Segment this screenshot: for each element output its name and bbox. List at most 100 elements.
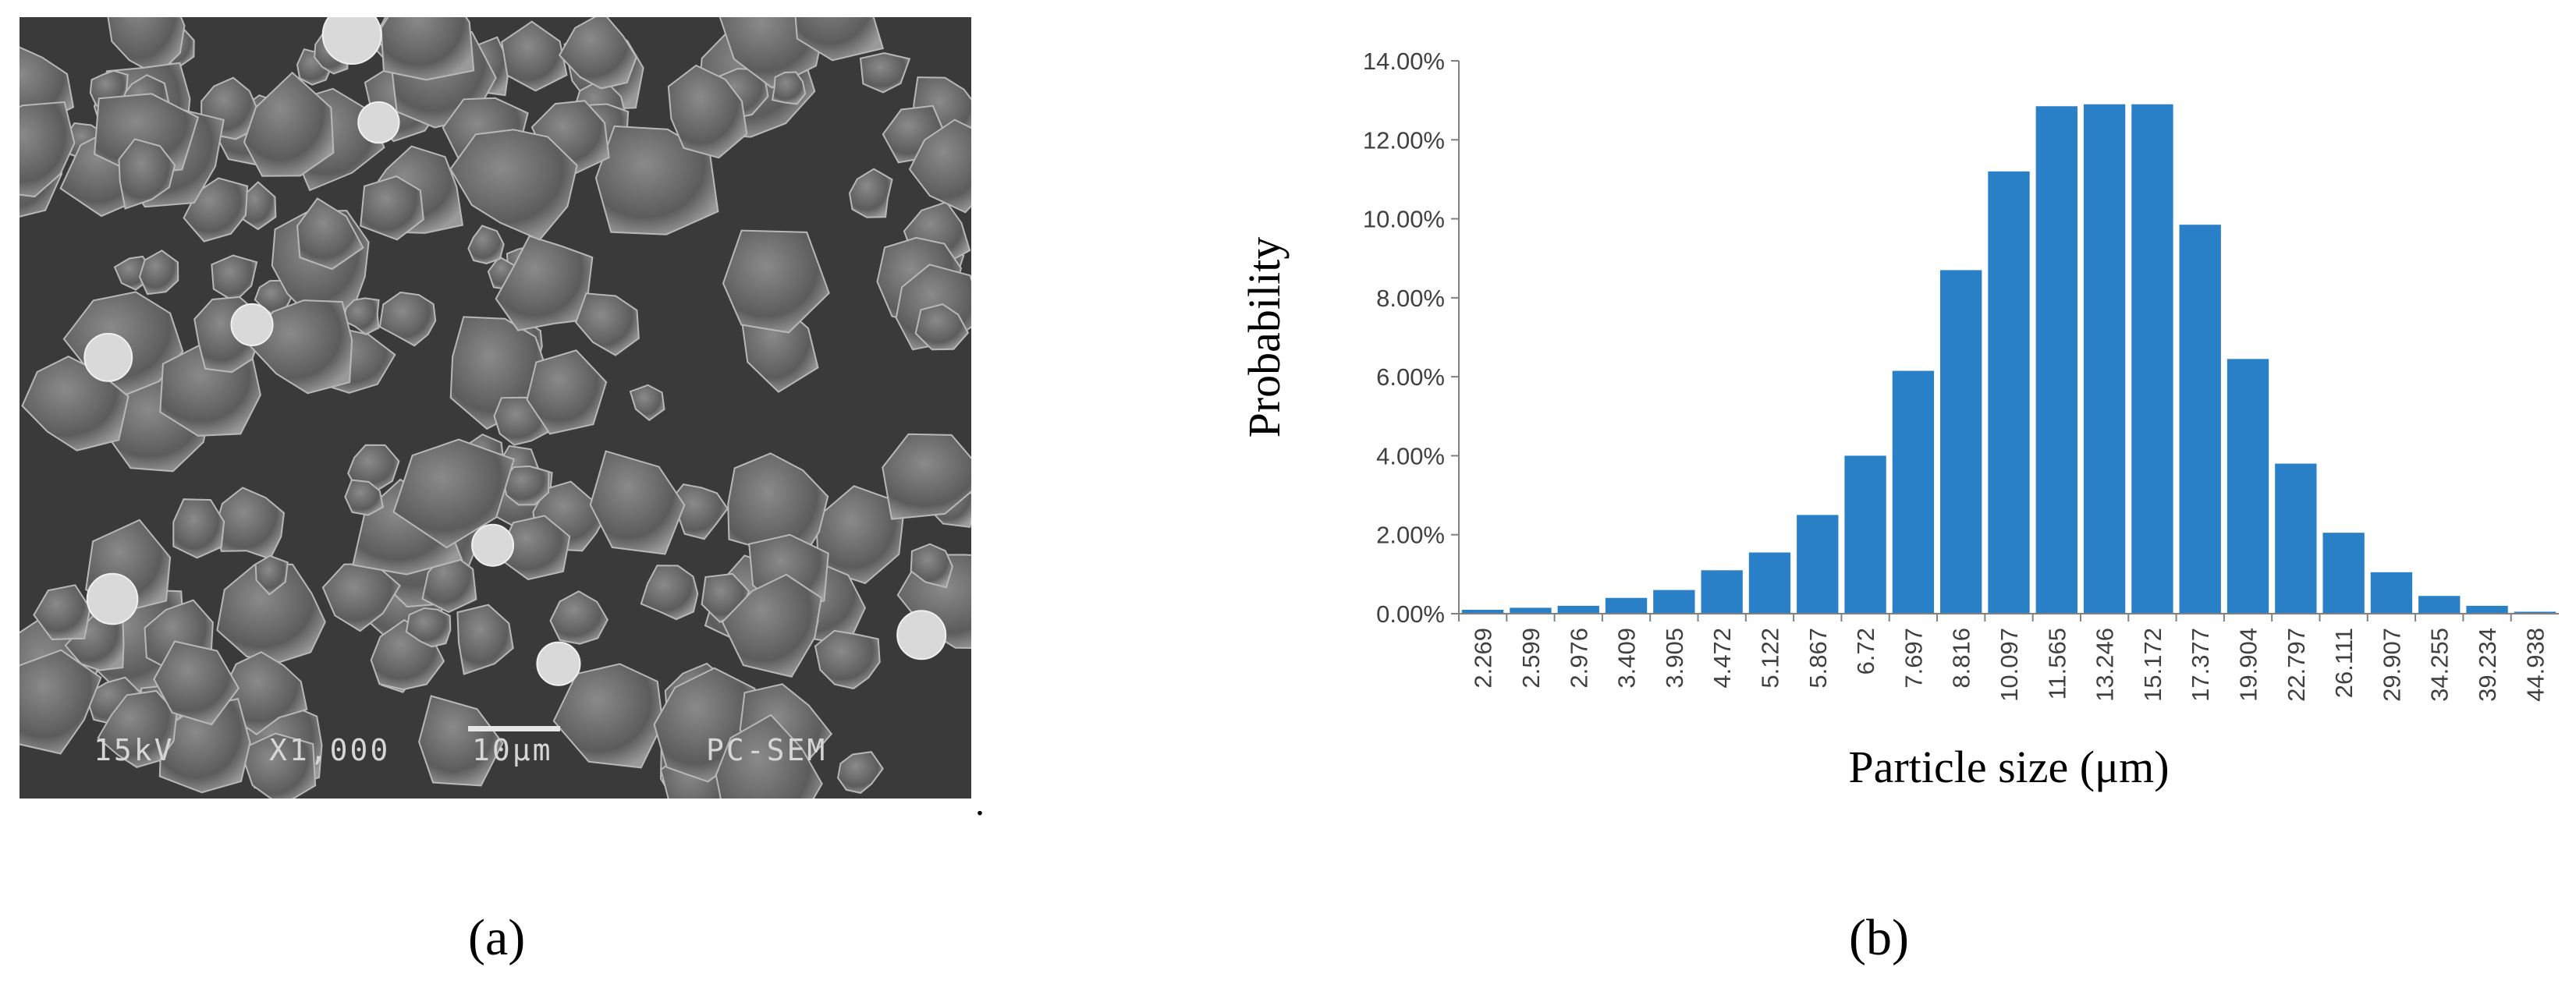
x-tick-label: 19.904 (2235, 628, 2262, 702)
sem-particle (501, 20, 568, 92)
y-tick-label: 6.00% (1376, 363, 1445, 391)
sem-particle (771, 71, 807, 105)
y-tick-label: 12.00% (1363, 126, 1445, 154)
histogram-bar (2370, 572, 2413, 614)
y-tick-label: 0.00% (1376, 600, 1445, 628)
sem-particle-group (20, 17, 971, 799)
histogram-bar (1653, 590, 1695, 614)
sem-particle (715, 714, 823, 799)
sem-particle (380, 17, 475, 81)
histogram-bar (2179, 225, 2221, 614)
x-tick-label: 10.097 (1996, 628, 2023, 702)
sem-particle (910, 543, 953, 589)
x-tick-label: 29.907 (2378, 628, 2405, 702)
sem-sphere-particle (83, 332, 133, 382)
histogram-bar (1988, 171, 2030, 614)
sem-particles-image (20, 17, 971, 799)
x-tick-label: 34.255 (2426, 628, 2454, 702)
sem-particle (344, 479, 385, 516)
histogram-bar (1510, 607, 1552, 614)
histogram-bar (2322, 533, 2365, 614)
x-tick-label: 2.269 (1470, 628, 1497, 689)
histogram-bar (2466, 605, 2508, 614)
y-tick-label: 14.00% (1363, 48, 1445, 75)
sem-particle (640, 565, 699, 621)
sem-particle (378, 291, 437, 347)
sem-particle (215, 487, 286, 560)
sem-particle (914, 303, 970, 351)
sem-particle (549, 590, 609, 645)
x-tick-label: 26.111 (2330, 628, 2358, 698)
sem-sphere-particle (536, 641, 581, 686)
sem-particle (496, 515, 571, 581)
sem-scale-label: 10μm (472, 733, 553, 767)
sem-particle (97, 689, 178, 768)
sem-particle (239, 732, 317, 799)
panel-b-label: (b) (1849, 909, 1909, 966)
x-tick-label: 6.72 (1852, 628, 1879, 675)
sem-sphere-particle (230, 303, 274, 346)
y-tick-label: 8.00% (1376, 285, 1445, 312)
x-tick-label: 2.599 (1517, 628, 1545, 689)
sem-particle (153, 640, 240, 726)
sem-particle (118, 138, 176, 210)
panel-a-label: (a) (468, 909, 526, 966)
sem-particle (449, 129, 578, 241)
sem-particle (629, 384, 665, 422)
x-tick-label: 8.816 (1948, 628, 1975, 689)
histogram-bar (1748, 552, 1791, 614)
sem-particle (254, 554, 289, 596)
y-tick-label: 2.00% (1376, 522, 1445, 549)
sem-particle (552, 663, 664, 769)
histogram-bar (2418, 596, 2461, 614)
sem-sphere-particle (86, 572, 139, 625)
y-axis-title: Probability (1239, 237, 1290, 438)
sem-particle (814, 629, 881, 690)
histogram-bar (2083, 104, 2126, 614)
sem-voltage-label: 15kV (94, 733, 175, 767)
histogram-bar (1797, 515, 1839, 614)
sem-particle (558, 17, 637, 90)
sem-particle (138, 250, 179, 296)
sem-particle (908, 119, 971, 214)
trailing-dot: . (975, 782, 985, 823)
sem-magnification-label: X1,000 (269, 733, 391, 767)
histogram-bar (2131, 104, 2173, 614)
sem-particle (721, 573, 822, 678)
x-tick-label: 4.472 (1708, 628, 1736, 689)
sem-sphere-particle (321, 17, 382, 66)
x-tick-label: 5.867 (1804, 628, 1832, 689)
sem-particle (296, 197, 364, 271)
sem-particle (882, 433, 971, 520)
sem-particle (20, 649, 102, 755)
sem-sphere-particle (471, 523, 515, 567)
histogram-bar (2035, 106, 2077, 614)
x-tick-label: 39.234 (2474, 628, 2501, 702)
sem-instrument-label: PC-SEM (706, 733, 828, 767)
x-tick-label: 44.938 (2521, 628, 2549, 702)
sem-particle (896, 554, 971, 649)
sem-particle (575, 292, 640, 356)
sem-particle (589, 450, 686, 555)
x-tick-label: 15.172 (2139, 628, 2166, 702)
sem-sphere-particle (896, 610, 947, 660)
sem-particle (211, 254, 258, 303)
sem-particle (859, 51, 911, 94)
sem-particle (848, 168, 893, 218)
y-tick-label: 10.00% (1363, 206, 1445, 233)
histogram-bar (1461, 609, 1504, 614)
x-tick-label: 17.377 (2187, 628, 2214, 702)
sem-particle (392, 438, 516, 549)
x-tick-label: 3.905 (1661, 628, 1688, 689)
sem-sphere-particle (357, 101, 400, 144)
sem-particle (667, 64, 748, 159)
histogram-bar (2275, 463, 2317, 614)
sem-particle (456, 604, 514, 675)
sem-particle (243, 71, 335, 177)
histogram-bar (1701, 570, 1743, 614)
x-tick-label: 7.697 (1900, 628, 1927, 689)
x-tick-label: 13.246 (2092, 628, 2119, 702)
sem-micrograph: 15kV X1,000 10μm PC-SEM (20, 17, 971, 799)
scale-bar (468, 726, 560, 731)
x-tick-label: 11.565 (2043, 628, 2070, 700)
